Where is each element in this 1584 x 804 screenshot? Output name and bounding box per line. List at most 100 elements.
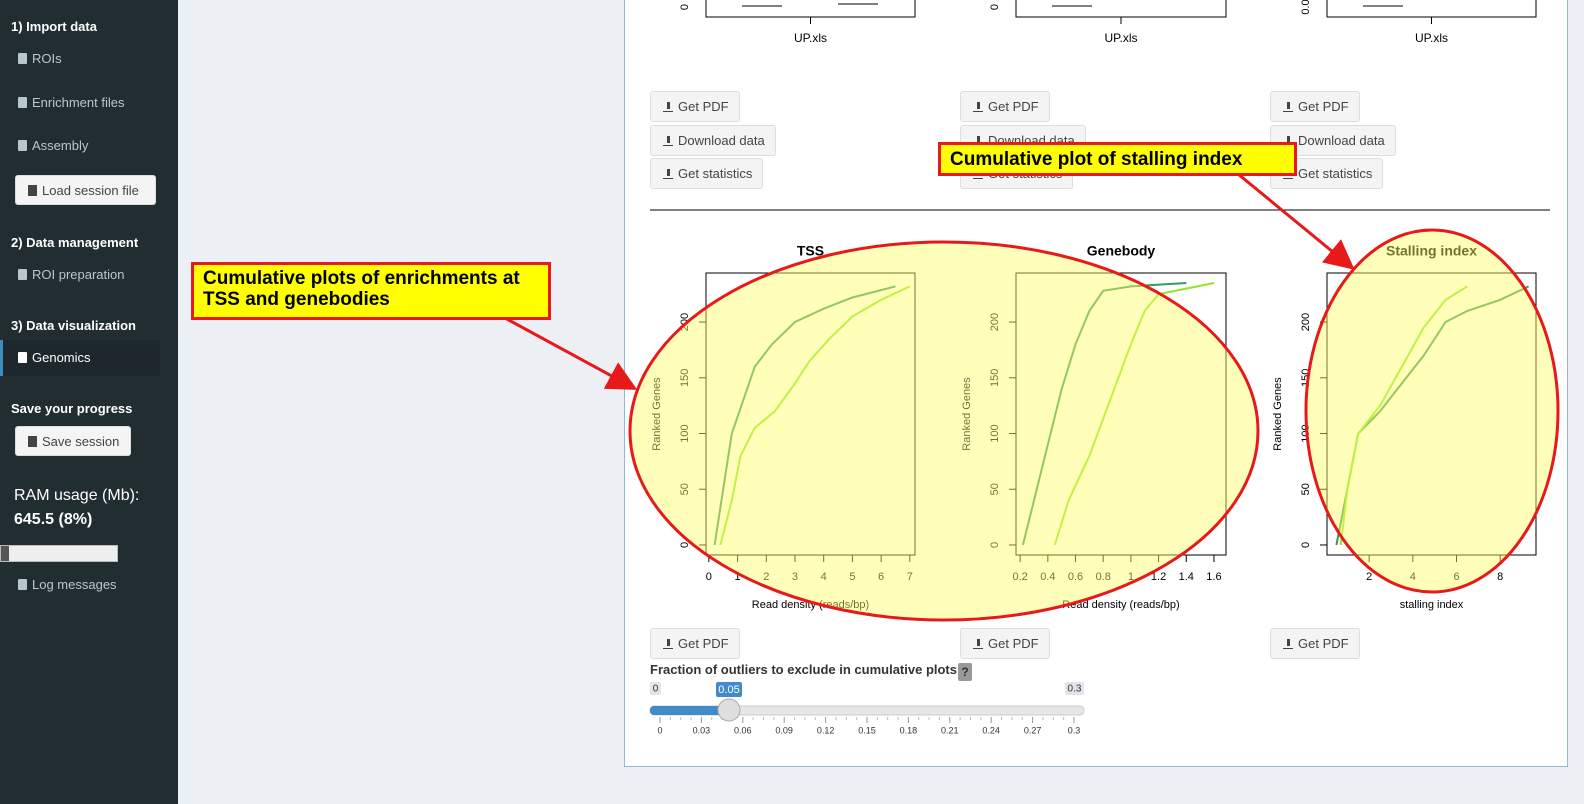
cumulative-line — [1021, 282, 1187, 546]
menu-item[interactable]: Log messages — [18, 577, 117, 592]
x-tick-label: 8 — [1497, 571, 1503, 583]
x-tick-label: 1.2 — [1151, 571, 1166, 583]
plot-title: TSS — [797, 243, 824, 259]
plot-frame — [1326, 0, 1537, 18]
menu-item[interactable]: Enrichment files — [18, 95, 124, 110]
button[interactable]: Get PDF — [960, 628, 1050, 659]
slider-tick-label: 0.3 — [1068, 725, 1081, 735]
x-tick-label: 7 — [907, 571, 913, 583]
menu-item[interactable]: ROI preparation — [18, 267, 125, 282]
cumulative-line — [719, 285, 911, 546]
x-tick-label: 2 — [1366, 571, 1372, 583]
slider-handle[interactable] — [717, 698, 741, 722]
slider-tick-label: 0.27 — [1024, 725, 1042, 735]
button[interactable]: Get PDF — [960, 91, 1050, 122]
slider-value-box — [716, 682, 742, 697]
x-axis-label: UP.xls — [1415, 31, 1448, 45]
y-tick-label: 0 — [989, 4, 1001, 10]
x-tick-label: 0 — [706, 571, 712, 583]
plot-title: Stalling index — [1386, 243, 1477, 259]
ram-label: RAM usage (Mb): — [14, 487, 140, 504]
x-tick-label: 4 — [1410, 571, 1416, 583]
y-tick-label: 0 — [679, 4, 691, 10]
button[interactable]: Get PDF — [1270, 91, 1360, 122]
menu-label: ROI preparation — [32, 267, 125, 282]
slider-max: 0.3 — [1068, 684, 1082, 695]
sidebar: 1) Import data ROIs Enrichment files Ass… — [0, 0, 178, 804]
progress-fill — [1, 546, 9, 561]
x-tick-label: 5 — [849, 571, 855, 583]
y-axis-label: Ranked Genes — [961, 377, 973, 451]
arrow — [1237, 172, 1355, 270]
slider-tick-label: 0 — [657, 725, 662, 735]
x-tick-label: 6 — [1453, 571, 1459, 583]
cumulative-line — [1053, 282, 1215, 546]
y-tick-label: 50 — [679, 483, 691, 495]
plot-title: Genebody — [1087, 243, 1156, 259]
x-tick-label: 1 — [735, 571, 741, 583]
y-axis-label: Ranked Genes — [651, 377, 663, 451]
help-badge[interactable]: ? — [958, 663, 972, 681]
slider-tick-label: 0.03 — [693, 725, 711, 735]
x-tick-label: 4 — [821, 571, 827, 583]
plot-frame — [705, 0, 916, 18]
menu-label: Enrichment files — [32, 95, 125, 110]
y-tick-label: 150 — [679, 369, 691, 387]
button[interactable]: Save session — [15, 426, 131, 456]
y-tick-label: 50 — [989, 483, 1001, 495]
content-box — [624, 0, 1568, 767]
button[interactable]: Get PDF — [1270, 628, 1360, 659]
slider-min: 0 — [653, 684, 659, 695]
x-tick-label: 0.4 — [1040, 571, 1055, 583]
y-tick-label: 0 — [1300, 542, 1312, 548]
menu-item[interactable]: ROIs — [18, 51, 62, 66]
slider-tick-label: 0.06 — [734, 725, 752, 735]
highlight-ellipse — [628, 240, 1260, 622]
y-tick-label: 100 — [679, 424, 691, 442]
button-label: Save session — [42, 434, 120, 449]
annotation: Cumulative plot of stalling index — [938, 142, 1297, 176]
section-header: 2) Data management — [11, 235, 139, 250]
y-tick-label: 150 — [989, 369, 1001, 387]
x-axis-label: UP.xls — [1104, 31, 1137, 45]
y-tick-label: 0 — [989, 542, 1001, 548]
slider-tick-label: 0.21 — [941, 725, 959, 735]
button[interactable]: Download data — [650, 124, 776, 156]
section-header: 3) Data visualization — [11, 318, 136, 333]
y-tick-label: 200 — [1300, 313, 1312, 331]
menu-item[interactable]: Genomics — [18, 350, 91, 365]
x-tick-label: 0.6 — [1068, 571, 1083, 583]
slider-tick-label: 0.15 — [858, 725, 876, 735]
slider-tick-label: 0.12 — [817, 725, 835, 735]
button[interactable]: Get statistics — [650, 158, 764, 189]
button[interactable]: Get PDF — [650, 91, 740, 122]
menu-item[interactable]: Assembly — [18, 138, 88, 153]
slider[interactable]: 0 0.03 0.06 0.09 0.12 0.15 0.18 0.21 0.24 0.27 0.3… — [649, 682, 1085, 735]
button[interactable]: Load session file — [15, 175, 156, 205]
x-tick-label: 3 — [792, 571, 798, 583]
y-tick-label: 0.0 — [1300, 0, 1312, 15]
plot-frame — [1015, 0, 1227, 18]
slider-tick-label: 0.24 — [982, 725, 1000, 735]
y-tick-label: 50 — [1300, 483, 1312, 495]
x-tick-label: 0.8 — [1096, 571, 1111, 583]
x-axis-label: Read density (reads/bp) — [1062, 599, 1179, 611]
button[interactable]: Get PDF — [650, 628, 740, 659]
x-tick-label: 2 — [763, 571, 769, 583]
slider-tick-label: 0.09 — [775, 725, 793, 735]
slider-label: Fraction of outliers to exclude in cumul… — [650, 662, 962, 677]
cumulative-line — [713, 285, 896, 546]
x-tick-label: 6 — [878, 571, 884, 583]
x-tick-label: 1 — [1128, 571, 1134, 583]
y-tick-label: 0 — [679, 542, 691, 548]
x-tick-label: 0.2 — [1013, 571, 1028, 583]
menu-label: Log messages — [32, 577, 117, 592]
slider-tick-label: 0.18 — [900, 725, 918, 735]
ram-value: 645.5 (8%) — [14, 511, 93, 528]
slider-min-box — [650, 682, 661, 695]
menu-label: ROIs — [32, 51, 62, 66]
cumulative-line — [1339, 285, 1468, 546]
